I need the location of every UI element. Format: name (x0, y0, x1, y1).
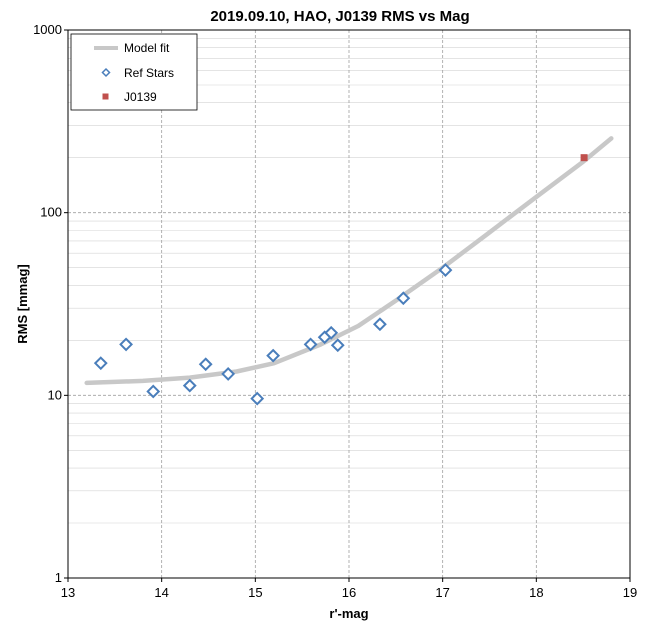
x-tick-label: 17 (435, 585, 449, 600)
legend-box (70, 33, 198, 111)
ref-star-point (182, 378, 197, 393)
y-tick-label: 100 (40, 205, 62, 220)
x-axis-title: r'-mag (329, 606, 368, 621)
x-tick-label: 13 (61, 585, 75, 600)
x-tick-label: 14 (154, 585, 168, 600)
y-axis-ticks: 1 10 100 1000 (33, 22, 68, 585)
y-tick-label: 1 (55, 570, 62, 585)
ref-star-point (303, 337, 318, 352)
legend-ref-stars-label: Ref Stars (124, 66, 174, 80)
ref-star-point (266, 348, 281, 363)
ref-star-point (372, 317, 387, 332)
ref-star-point (119, 337, 133, 352)
ref-star-point (396, 291, 411, 306)
ref-star-point (324, 325, 339, 340)
model-fit-line (84, 136, 614, 386)
x-tick-label: 18 (529, 585, 543, 600)
x-tick-label: 16 (342, 585, 356, 600)
y-tick-label: 10 (48, 387, 62, 402)
ref-star-point (330, 338, 345, 353)
y-tick-label: 1000 (33, 22, 62, 37)
x-tick-label: 15 (248, 585, 262, 600)
ref-star-point (93, 356, 108, 371)
ref-star-point (438, 263, 453, 277)
ref-star-point (146, 384, 161, 399)
x-axis-ticks: 13 14 15 16 17 18 19 (61, 578, 637, 600)
j0139-point (580, 154, 588, 162)
legend: Model fit Ref Stars J0139 (70, 33, 198, 111)
ref-star-point (198, 357, 213, 372)
grid (68, 30, 630, 578)
y-axis-title: RMS [mmag] (15, 264, 30, 343)
legend-ref-stars-swatch (101, 67, 111, 78)
x-tick-label: 19 (623, 585, 637, 600)
legend-model-fit-label: Model fit (124, 41, 170, 55)
ref-star-point (250, 391, 265, 406)
legend-j0139-swatch (102, 93, 109, 100)
legend-j0139-label: J0139 (124, 90, 157, 104)
ref-star-point (221, 366, 236, 381)
series-layer (84, 136, 614, 406)
chart-title: 2019.09.10, HAO, J0139 RMS vs Mag (210, 8, 469, 25)
